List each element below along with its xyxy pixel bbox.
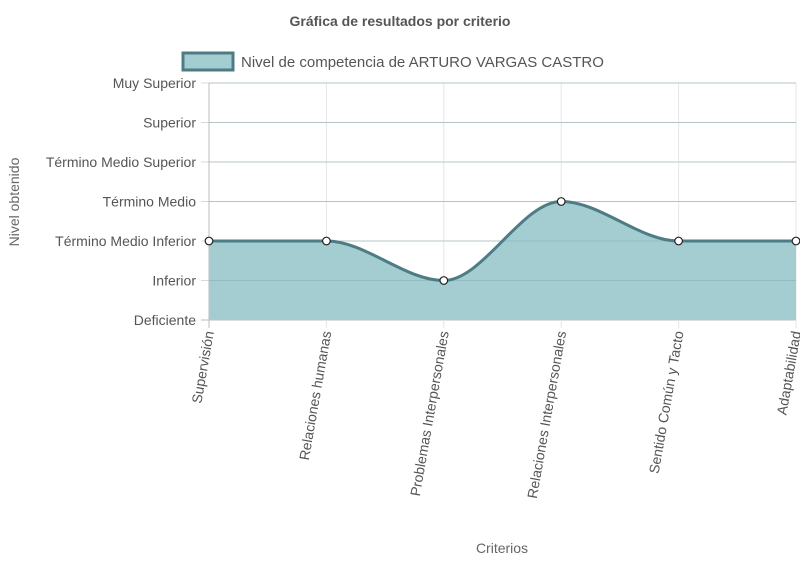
x-tick-label: Relaciones humanas [296, 330, 334, 462]
y-tick-label: Término Medio Inferior [55, 233, 196, 249]
y-axis-ticks: Deficiente Inferior Término Medio Inferior… [46, 75, 197, 328]
y-axis-title: Nivel obtenido [6, 157, 22, 246]
data-point[interactable] [204, 236, 214, 246]
data-point[interactable] [322, 236, 331, 246]
series-line [209, 199, 796, 283]
x-axis-ticks: Supervisión Relaciones humanas Problemas I… [188, 330, 800, 500]
data-point[interactable] [674, 236, 683, 246]
y-tick-label: Inferior [152, 273, 196, 289]
x-axis-title: Criterios [476, 540, 528, 556]
data-point[interactable] [439, 276, 449, 285]
x-tick-label: Adaptabilidad [773, 330, 800, 416]
data-points [204, 197, 800, 285]
y-tick-label: Muy Superior [113, 75, 197, 91]
x-tick-label: Supervisión [188, 330, 216, 405]
chart-title: Gráfica de resultados por criterio [290, 13, 511, 29]
x-tick-label: Problemas Interpersonales [407, 330, 452, 498]
series-area-layer [209, 82, 796, 320]
data-point[interactable] [791, 236, 800, 246]
y-tick-label: Término Medio [103, 194, 197, 210]
legend-swatch [181, 51, 235, 72]
series-area [209, 201, 796, 320]
legend-label: Nivel de competencia de ARTURO VARGAS CA… [241, 54, 604, 71]
x-tick-label: Relaciones Interpersonales [524, 330, 569, 500]
legend[interactable]: Nivel de competencia de ARTURO VARGAS CA… [181, 51, 604, 72]
x-tick-label: Sentido Común y Tacto [646, 330, 687, 475]
y-tick-label: Deficiente [134, 312, 196, 328]
y-tick-label: Superior [143, 115, 196, 131]
y-tick-label: Término Medio Superior [46, 154, 197, 170]
data-point[interactable] [556, 197, 566, 206]
